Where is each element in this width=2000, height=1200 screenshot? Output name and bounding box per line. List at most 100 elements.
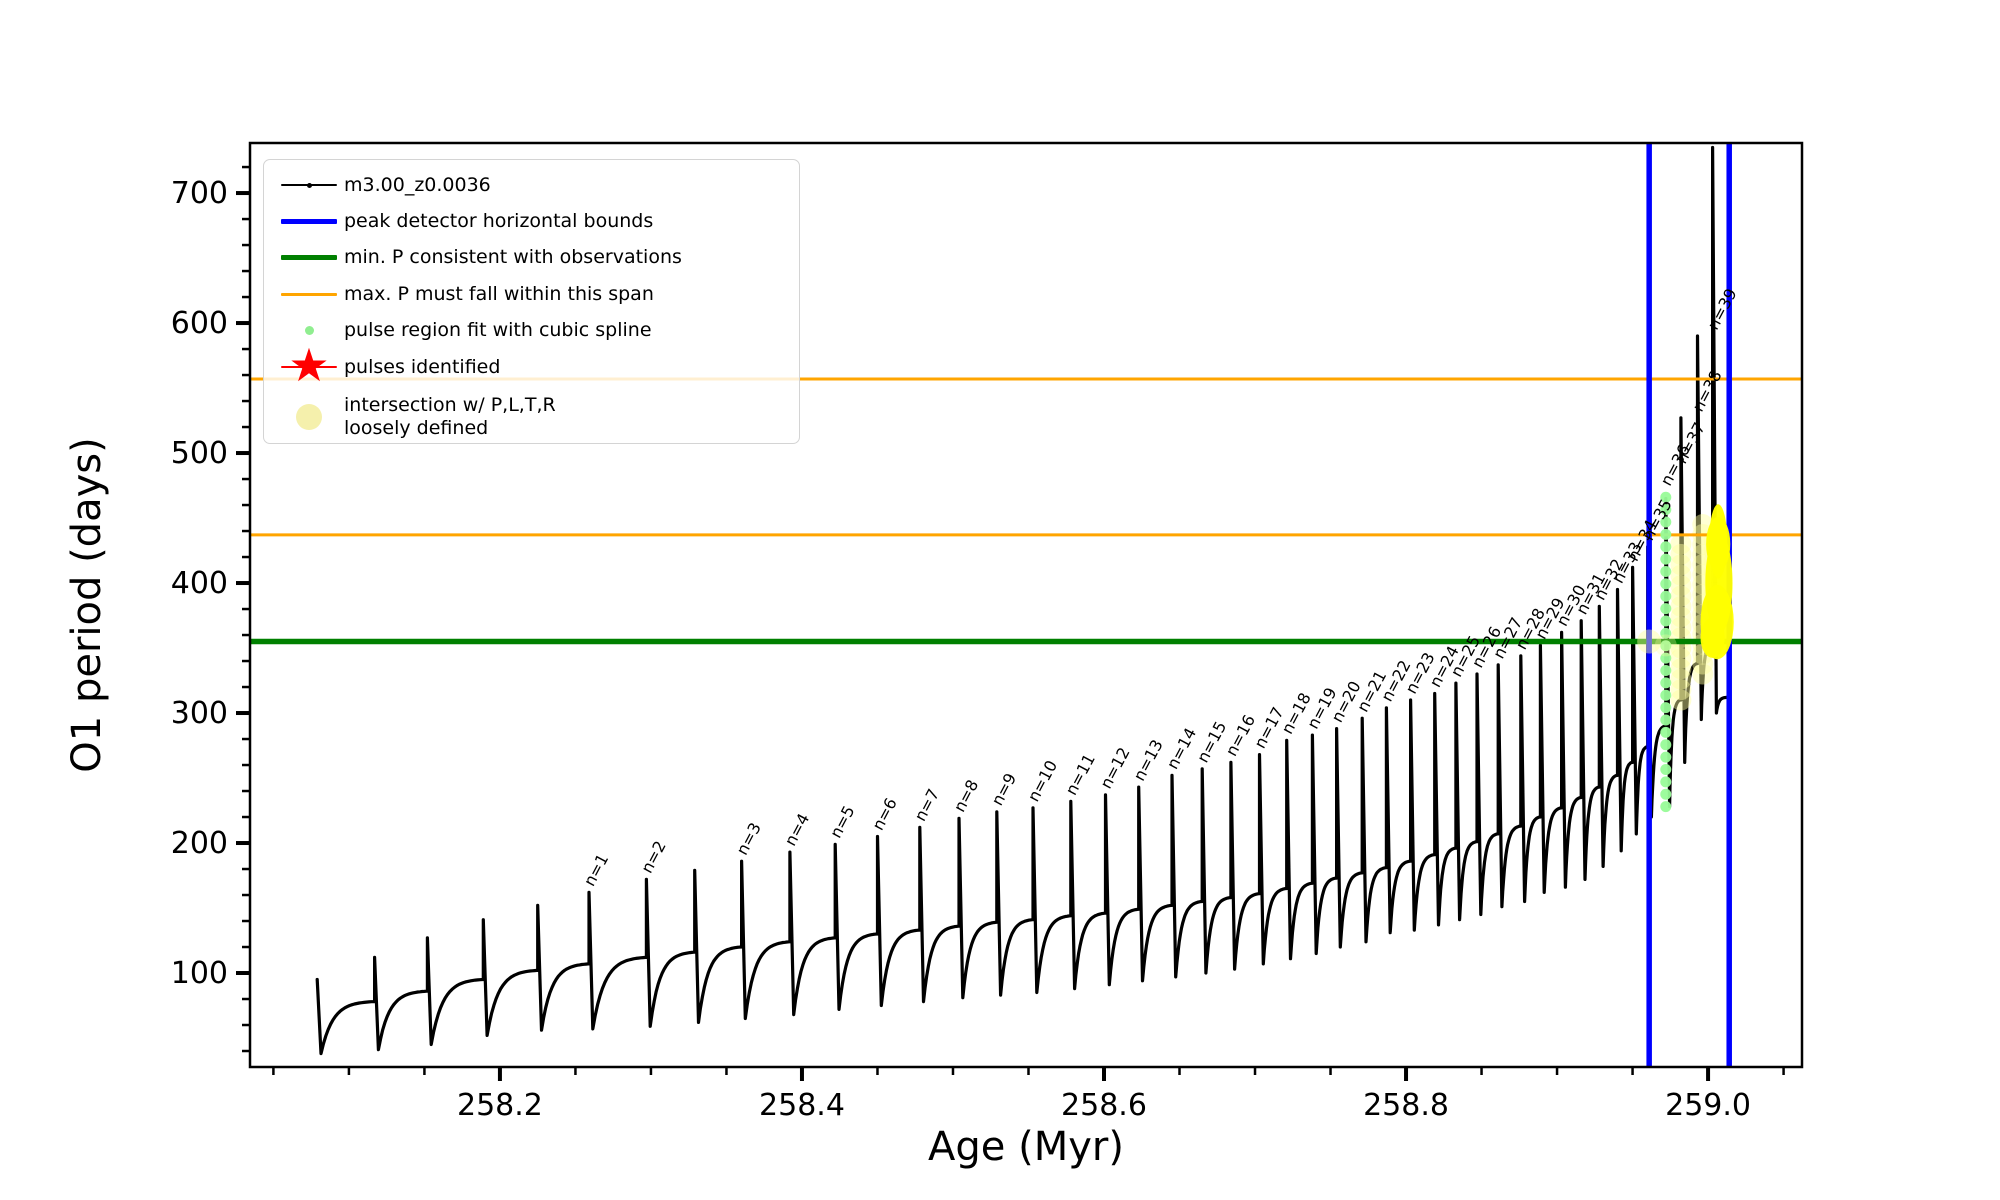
y-tick-label-500: 500 [171, 436, 228, 471]
x-tick-label-258.2: 258.2 [457, 1088, 543, 1123]
spline-fit-dot [1660, 615, 1672, 627]
intersection-pale-circle [1670, 595, 1692, 617]
spline-fit-dot [1660, 739, 1672, 751]
pulse-label-n=13: n=13 [1129, 736, 1166, 784]
spline-fit-dot [1660, 763, 1672, 775]
pulse-label-n=4: n=4 [781, 810, 814, 849]
legend-item-intersection: intersection w/ P,L,T,R loosely defined [274, 385, 789, 449]
x-axis-title: Age (Myr) [928, 1124, 1124, 1170]
axes-spines [248, 141, 1804, 1069]
legend-label: pulse region fit with cubic spline [344, 319, 652, 342]
pulse-label-n=6: n=6 [868, 795, 901, 834]
legend-label: intersection w/ P,L,T,R loosely defined [344, 394, 556, 440]
intersection-pale-circle [1670, 533, 1692, 555]
pulse-label-n=15: n=15 [1193, 718, 1230, 766]
intersection-pale-circle [1670, 554, 1692, 576]
spline-fit-dot [1660, 627, 1672, 639]
series-line-swatch [274, 167, 344, 203]
y-tick-label-300: 300 [171, 696, 228, 731]
intersection-blob [1700, 617, 1725, 658]
x-tick-label-258.4: 258.4 [759, 1088, 845, 1123]
intersection-pale-circle [1670, 679, 1692, 701]
legend-label: min. P consistent with observations [344, 246, 682, 269]
pulse-label-n=8: n=8 [950, 776, 983, 815]
pulse-label-n=7: n=7 [911, 786, 944, 825]
pulse-label-n=1: n=1 [580, 851, 613, 890]
intersection-pale-circle [1670, 543, 1692, 565]
pulse-label-n=39: n=39 [1703, 285, 1740, 333]
y-tick-label-200: 200 [171, 826, 228, 861]
spline-fit-dot [1660, 776, 1672, 788]
pulse-label-n=2: n=2 [637, 838, 670, 877]
spline-fit-dot [1660, 702, 1672, 714]
y-tick-label-100: 100 [171, 956, 228, 991]
data-curve [315, 145, 1728, 1056]
y-tick-label-700: 700 [171, 176, 228, 211]
intersection-pale-circle [1692, 653, 1714, 675]
spline-fit-dot [1660, 565, 1672, 577]
x-tick-label-258.8: 258.8 [1363, 1088, 1449, 1123]
spline-fit-dot [1660, 541, 1672, 553]
spline-fit-dot [1660, 553, 1672, 565]
spline-fit-dot [1660, 788, 1672, 800]
yellow-circle-swatch [274, 385, 344, 449]
y-axis-title: O1 period (days) [64, 437, 110, 772]
legend-label: m3.00_z0.0036 [344, 173, 491, 196]
legend-item-min-P: min. P consistent with observations [274, 240, 789, 276]
intersection-pale-circle [1692, 663, 1714, 685]
legend-item-pulses: ★ pulses identified [274, 342, 789, 388]
legend-label: peak detector horizontal bounds [344, 210, 654, 232]
intersection-faint-circle [1637, 629, 1662, 654]
pulse-label-n=9: n=9 [988, 770, 1021, 809]
pulse-label-n=3: n=3 [732, 819, 765, 858]
intersection-blob [1709, 504, 1728, 579]
spline-fit-dot [1660, 751, 1672, 763]
intersection-pale-circle [1670, 616, 1692, 638]
spline-fit-dot [1660, 652, 1672, 664]
legend-item-peak-bounds: peak detector horizontal bounds [274, 203, 789, 239]
intersection-pale-circle [1670, 575, 1692, 597]
legend-label: max. P must fall within this span [344, 282, 654, 305]
red-star-icon: ★ [274, 342, 344, 388]
pulse-label-n=14: n=14 [1163, 725, 1200, 773]
intersection-pale-circle [1670, 585, 1692, 607]
green-dot-swatch [274, 313, 344, 349]
orange-line-swatch [274, 276, 344, 312]
spline-fit-dot [1660, 528, 1672, 540]
green-line-swatch [274, 240, 344, 276]
intersection-pale-circle [1670, 647, 1692, 669]
spline-fit-dot [1660, 689, 1672, 701]
spline-fit-dot [1660, 603, 1672, 615]
x-tick-label-259.0: 259.0 [1665, 1088, 1751, 1123]
spline-fit-dot [1660, 640, 1672, 652]
pulse-label-n=5: n=5 [826, 802, 859, 841]
legend-item-series: m3.00_z0.0036 [274, 167, 789, 203]
pulse-label-n=38: n=38 [1688, 367, 1725, 415]
spline-fit-dot [1660, 491, 1672, 503]
spline-fit-dot [1660, 801, 1672, 813]
legend-item-max-P: max. P must fall within this span [274, 276, 789, 312]
y-tick-label-400: 400 [171, 566, 228, 601]
pulse-label-n=11: n=11 [1062, 751, 1099, 799]
intersection-pale-circle [1670, 658, 1692, 680]
spline-fit-dot [1660, 726, 1672, 738]
pulse-label-n=10: n=10 [1024, 757, 1061, 805]
x-tick-label-258.6: 258.6 [1061, 1088, 1147, 1123]
y-tick-label-600: 600 [171, 306, 228, 341]
spline-fit-dot [1660, 578, 1672, 590]
spline-fit-dot [1660, 590, 1672, 602]
intersection-pale-circle [1670, 606, 1692, 628]
spline-fit-dot [1660, 504, 1672, 516]
spline-fit-dot [1660, 714, 1672, 726]
legend-box: m3.00_z0.0036 peak detector horizontal b… [263, 159, 800, 444]
intersection-faint-circle [1654, 634, 1677, 657]
pulse-label-n=12: n=12 [1096, 744, 1133, 792]
intersection-pale-circle [1670, 668, 1692, 690]
spline-fit-dot [1660, 677, 1672, 689]
intersection-pale-circle [1670, 689, 1692, 711]
spline-fit-dot [1660, 664, 1672, 676]
intersection-pale-circle [1670, 564, 1692, 586]
blue-line-swatch [274, 203, 344, 239]
